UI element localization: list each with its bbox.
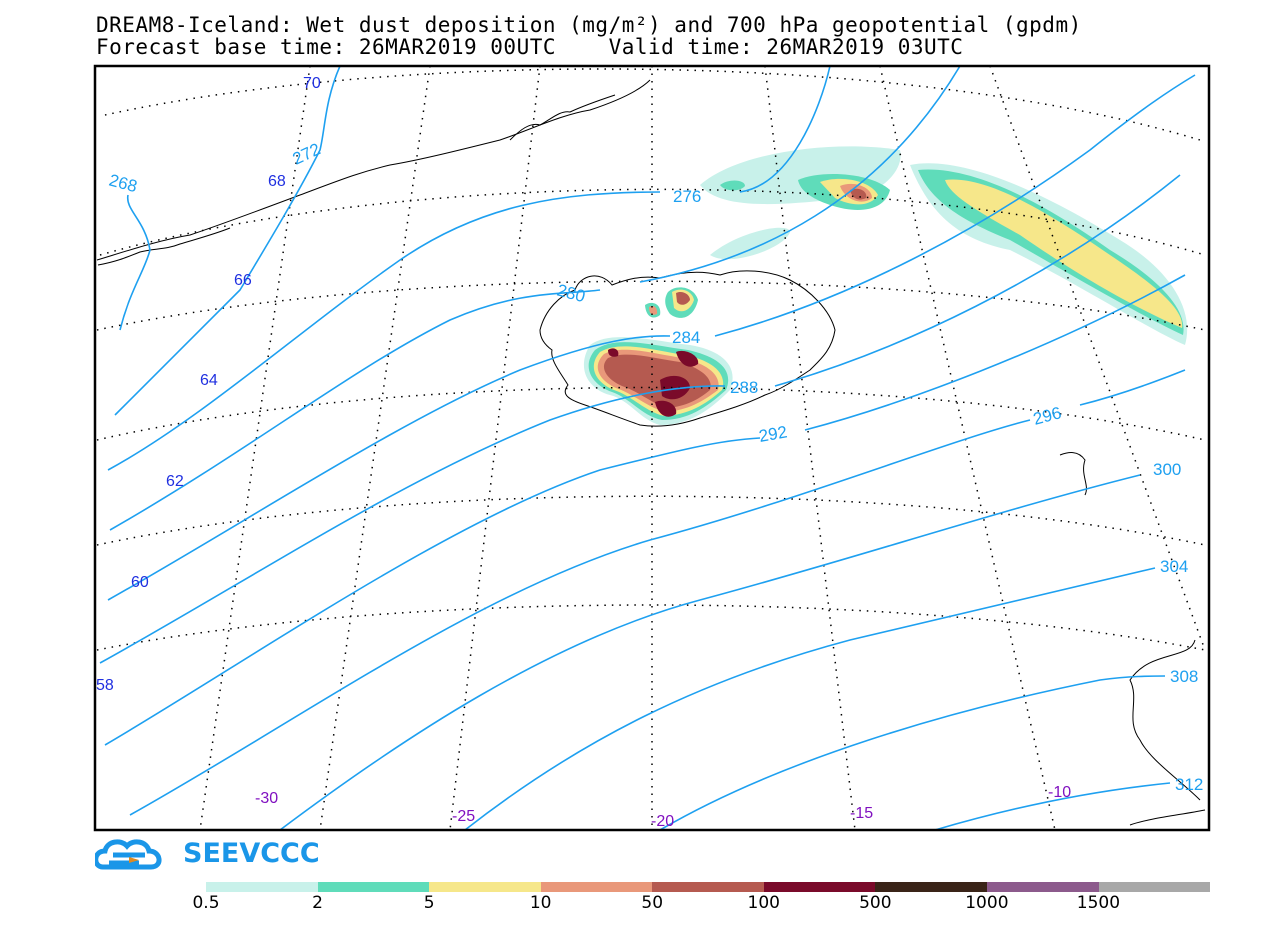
lat-label: 70 xyxy=(303,75,321,92)
lat-label: 64 xyxy=(200,372,218,389)
contour-label: 284 xyxy=(672,328,700,347)
legend-swatch xyxy=(206,882,318,892)
color-legend xyxy=(206,882,1211,892)
lat-label: 60 xyxy=(131,574,149,591)
longitude-labels: -30 -25 -20 -15 -10 xyxy=(255,784,1071,830)
lat-label: 68 xyxy=(268,173,286,190)
map-frame xyxy=(93,64,1211,832)
cloud-logo-icon xyxy=(95,839,162,870)
contour-label: 304 xyxy=(1160,557,1188,576)
legend-label: 1500 xyxy=(1076,893,1121,913)
geopotential-contours xyxy=(99,66,1196,830)
legend-swatch xyxy=(763,882,876,892)
legend-label: 500 xyxy=(859,893,892,913)
legend-label: 10 xyxy=(529,893,552,913)
lon-label: -20 xyxy=(651,813,674,830)
contour-label: 312 xyxy=(1175,775,1203,794)
lon-label: -25 xyxy=(452,808,475,825)
contour-label: 268 xyxy=(107,171,139,197)
contour-label: 280 xyxy=(555,281,587,307)
lat-label: 62 xyxy=(166,473,184,490)
legend-swatch xyxy=(540,882,653,892)
map-title-line1: DREAM8-Iceland: Wet dust deposition (mg/… xyxy=(96,13,1082,37)
lat-label: 58 xyxy=(96,677,114,694)
lat-label: 66 xyxy=(234,272,252,289)
lon-label: -30 xyxy=(255,790,278,807)
legend-swatch xyxy=(317,882,430,892)
coastlines xyxy=(96,79,1206,826)
legend-labels: 0.5 2 5 10 50 100 500 1000 1500 xyxy=(0,893,1276,915)
contour-label: 300 xyxy=(1153,460,1181,479)
legend-swatch xyxy=(986,882,1099,892)
logo-text: SEEVCCC xyxy=(183,838,320,869)
contour-label: 296 xyxy=(1031,403,1063,429)
map-title-line2: Forecast base time: 26MAR2019 00UTC Vali… xyxy=(96,35,964,59)
legend-swatch xyxy=(429,882,541,892)
legend-label: 0.5 xyxy=(192,893,220,913)
legend-swatch xyxy=(1098,882,1211,892)
legend-label: 50 xyxy=(641,893,664,913)
latitude-labels: 70 68 66 64 62 60 58 xyxy=(96,75,321,694)
legend-swatch xyxy=(652,882,764,892)
legend-swatch xyxy=(875,882,987,892)
contour-label: 276 xyxy=(673,187,701,206)
contour-label: 288 xyxy=(730,378,758,397)
contour-label: 272 xyxy=(290,139,324,168)
legend-label: 1000 xyxy=(965,893,1009,913)
graticule xyxy=(96,66,1206,830)
lon-label: -15 xyxy=(850,805,873,822)
contour-label: 308 xyxy=(1170,667,1198,686)
lon-label: -10 xyxy=(1048,784,1071,801)
legend-label: 5 xyxy=(423,893,435,913)
legend-label: 100 xyxy=(747,893,780,913)
legend-label: 2 xyxy=(312,893,323,913)
contour-label: 292 xyxy=(757,422,788,446)
